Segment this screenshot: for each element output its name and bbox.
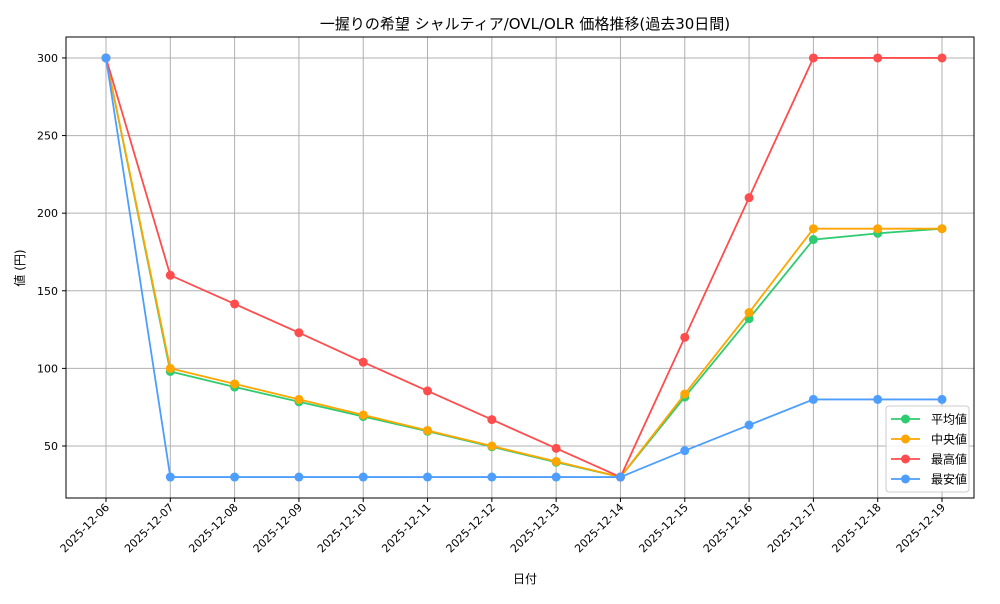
data-point [101,53,111,63]
legend-box [885,405,970,493]
y-tick-label: 300 [37,52,58,65]
x-tick-label: 2025-12-18 [829,501,883,555]
data-point [744,308,754,318]
x-tick-label: 2025-12-10 [315,501,369,555]
data-point [937,394,947,404]
data-point [808,53,818,63]
data-point [551,457,561,467]
data-point [230,472,240,482]
x-tick-label: 2025-12-12 [444,501,498,555]
data-point [230,299,240,309]
x-tick-label: 2025-12-13 [508,501,562,555]
data-point [230,379,240,389]
y-tick-label: 200 [37,207,58,220]
series-line [105,57,942,478]
data-point [165,363,175,373]
data-point [744,193,754,203]
data-point [487,472,497,482]
data-point [873,224,883,234]
data-point [294,328,304,338]
data-point [808,235,818,245]
data-point [615,472,625,482]
y-tick-label: 150 [37,285,58,298]
data-point [423,386,433,396]
plot-frame [65,36,975,499]
data-point [808,394,818,404]
data-point [808,224,818,234]
data-point [487,415,497,425]
data-point [551,443,561,453]
series-line [105,57,943,479]
series-line [105,57,942,479]
y-tick-label: 250 [37,130,58,143]
data-point [294,472,304,482]
legend-label: 最高値 [931,452,967,467]
data-point [165,472,175,482]
y-tick-label: 100 [37,362,58,375]
data-point [487,441,497,451]
x-tick-label: 2025-12-15 [636,501,690,555]
series-line [105,57,942,479]
x-tick-label: 2025-12-11 [379,501,433,555]
data-point [165,270,175,280]
legend-label: 平均値 [931,412,967,427]
legend-label: 中央値 [931,432,967,447]
y-tick-label: 50 [44,440,58,453]
y-axis-label: 値 (円) [12,249,27,286]
chart-title: 一握りの希望 シャルティア/OVL/OLR 価格推移(過去30日間) [320,15,730,33]
data-point [937,53,947,63]
data-point [551,472,561,482]
x-tick-label: 2025-12-08 [186,501,240,555]
data-point [358,410,368,420]
data-point [680,389,690,399]
data-point [680,332,690,342]
data-point [358,472,368,482]
data-point [873,394,883,404]
legend-marker [901,474,910,484]
data-point [358,357,368,367]
data-point [744,420,754,430]
x-tick-label: 2025-12-09 [251,501,305,555]
data-point [937,224,947,234]
x-tick-label: 2025-12-19 [894,501,948,555]
legend-marker [901,414,910,424]
data-point [873,53,883,63]
legend-marker [901,454,910,464]
x-tick-label: 2025-12-16 [701,501,755,555]
legend-label: 最安値 [931,472,967,487]
x-tick-label: 2025-12-17 [765,501,819,555]
data-point [423,425,433,435]
x-tick-label: 2025-12-14 [572,501,626,555]
data-point [294,394,304,404]
data-point [680,446,690,456]
x-axis-label: 日付 [513,572,537,586]
x-tick-label: 2025-12-07 [122,501,176,555]
data-point [423,472,433,482]
x-tick-label: 2025-12-06 [58,501,112,555]
legend-marker [901,434,910,444]
